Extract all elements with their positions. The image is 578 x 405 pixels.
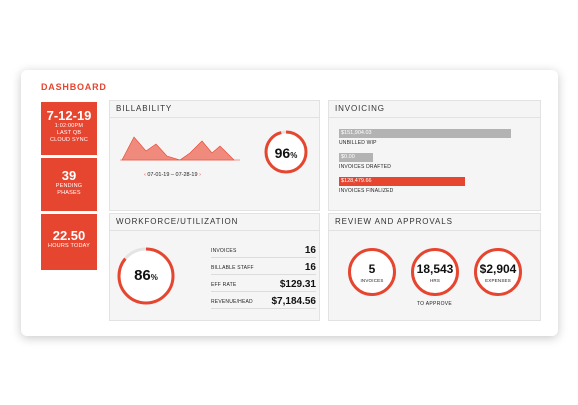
review-panel[interactable]: REVIEW AND APPROVALS 5 INVOICES 18,543 H… <box>328 213 541 321</box>
pending-phases-tile[interactable]: 39 PENDING PHASES <box>41 158 97 211</box>
workforce-title: WORKFORCE/UTILIZATION <box>110 214 319 231</box>
invoices-approval-circle[interactable]: 5 INVOICES <box>348 248 396 296</box>
approval-label: HRS <box>429 278 441 283</box>
approval-value: 5 <box>368 262 376 276</box>
billability-percent: 96% <box>263 145 309 163</box>
expenses-approval-circle[interactable]: $2,904 EXPENSES <box>474 248 522 296</box>
approval-label: EXPENSES <box>485 278 511 283</box>
invoice-bar-caption: INVOICES DRAFTED <box>339 164 392 170</box>
stat-row-revenue-head: REVENUE/HEAD $7,184.56 <box>211 292 316 309</box>
utilization-percent-value: 86 <box>134 267 151 284</box>
last-sync-tile[interactable]: 7-12-19 1:02:00PM LAST QB CLOUD SYNC <box>41 102 97 155</box>
approval-label: INVOICES <box>360 278 384 283</box>
billability-percent-value: 96 <box>274 145 291 161</box>
billability-panel[interactable]: BILLABILITY ‹ 07-01-19 – 07-28-19 › 96% <box>109 100 320 211</box>
stat-label: BILLABLE STAFF <box>211 265 254 271</box>
billability-title: BILLABILITY <box>110 101 319 118</box>
utilization-gauge-arc <box>117 247 175 305</box>
dashboard-card: DASHBOARD 7-12-19 1:02:00PM LAST QB CLOU… <box>21 70 558 336</box>
stat-row-eff-rate: EFF RATE $129.31 <box>211 275 316 292</box>
stat-row-invoices: INVOICES 16 <box>211 241 316 258</box>
invoice-bar[interactable]: $128,479.66 <box>339 177 465 186</box>
pending-phases-count: 39 <box>61 168 77 183</box>
utilization-percent: 86% <box>116 267 176 285</box>
invoice-bar-caption: INVOICES FINALIZED <box>339 188 394 194</box>
stat-label: INVOICES <box>211 248 237 254</box>
approval-value: $2,904 <box>479 262 517 276</box>
hours-today-label: HOURS TODAY <box>48 243 90 249</box>
billability-gauge <box>264 130 308 174</box>
sync-time: 1:02:00PM <box>54 123 84 129</box>
to-approve-caption: TO APPROVE <box>416 301 453 307</box>
stat-value: 16 <box>304 262 316 273</box>
dashboard-title: DASHBOARD <box>41 82 107 92</box>
date-range-row[interactable]: ‹ 07-01-19 – 07-28-19 › <box>144 172 201 178</box>
sync-date: 7-12-19 <box>46 108 92 123</box>
billability-percent-sign: % <box>290 151 298 160</box>
stat-label: REVENUE/HEAD <box>211 299 253 305</box>
invoice-bar[interactable]: $0.00 <box>339 153 373 162</box>
utilization-gauge <box>117 247 175 305</box>
sync-label-2: CLOUD SYNC <box>49 137 89 143</box>
hours-approval-circle[interactable]: 18,543 HRS <box>411 248 459 296</box>
hours-today-value: 22.50 <box>52 228 86 243</box>
billability-gauge-arc <box>264 130 308 174</box>
invoice-bar-caption: UNBILLED WIP <box>339 140 377 146</box>
hours-today-tile[interactable]: 22.50 HOURS TODAY <box>41 214 97 270</box>
stat-row-billable-staff: BILLABLE STAFF 16 <box>211 258 316 275</box>
pending-phases-label-2: PHASES <box>57 190 81 196</box>
workforce-panel[interactable]: WORKFORCE/UTILIZATION 86% INVOICES 16 BI… <box>109 213 320 321</box>
invoicing-title: INVOICING <box>329 101 540 118</box>
prev-arrow-icon[interactable]: ‹ <box>144 172 146 178</box>
invoice-bar[interactable]: $151,904.03 <box>339 129 511 138</box>
stat-value: $129.31 <box>279 279 316 290</box>
next-arrow-icon[interactable]: › <box>199 172 201 178</box>
billability-chart <box>120 136 240 161</box>
review-title: REVIEW AND APPROVALS <box>329 214 540 231</box>
approval-value: 18,543 <box>416 262 454 276</box>
date-range: 07-01-19 – 07-28-19 <box>147 172 198 178</box>
billability-area <box>121 136 235 161</box>
pending-phases-label-1: PENDING <box>55 183 83 189</box>
stat-value: $7,184.56 <box>271 296 317 307</box>
stat-value: 16 <box>304 245 316 256</box>
sync-label-1: LAST QB <box>56 130 82 136</box>
utilization-percent-sign: % <box>150 273 158 282</box>
invoicing-panel[interactable]: INVOICING $151,904.03 UNBILLED WIP $0.00 IN… <box>328 100 541 211</box>
stat-label: EFF RATE <box>211 282 237 288</box>
